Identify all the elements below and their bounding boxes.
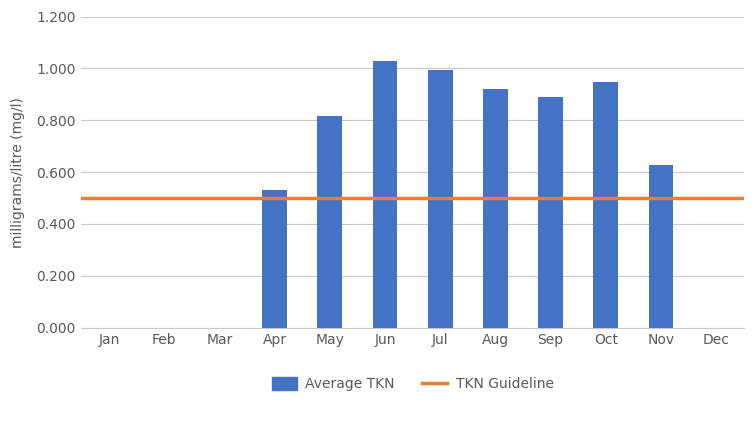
- Bar: [262, 190, 287, 327]
- Bar: [649, 165, 673, 327]
- Bar: [372, 61, 397, 327]
- Bar: [538, 98, 563, 327]
- Bar: [428, 70, 452, 327]
- Bar: [483, 89, 508, 327]
- Y-axis label: milligrams/litre (mg/l): milligrams/litre (mg/l): [11, 97, 25, 248]
- Bar: [593, 82, 618, 327]
- Bar: [317, 116, 342, 327]
- Legend: Average TKN, TKN Guideline: Average TKN, TKN Guideline: [266, 372, 559, 397]
